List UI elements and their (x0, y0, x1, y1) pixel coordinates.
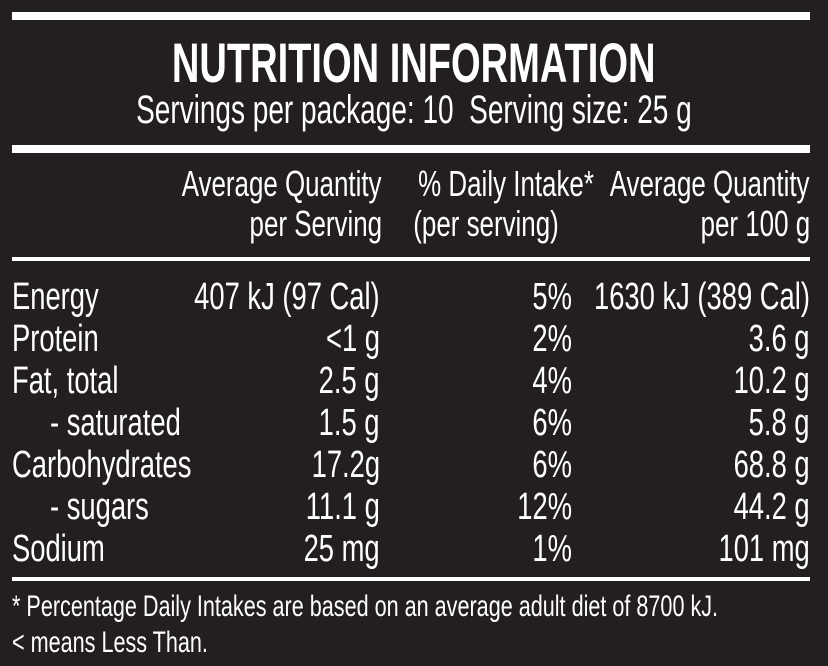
daily-intake-value: 1% (532, 528, 572, 570)
per-serving-value: 407 kJ (97 Cal) (194, 276, 380, 318)
daily-intake-value: 12% (517, 486, 572, 528)
daily-intake-value: 2% (532, 318, 572, 360)
per-100g-value: 3.6 g (749, 318, 810, 360)
panel-title: NUTRITION INFORMATION (172, 31, 656, 94)
daily-intake-value: 6% (532, 444, 572, 486)
footer-rule (12, 577, 810, 581)
per-serving-value: 2.5 g (319, 360, 380, 402)
top-rule (12, 12, 810, 20)
daily-intake-value: 5% (532, 276, 572, 318)
nutrient-name: - saturated (50, 402, 181, 444)
per-serving-value: 1.5 g (319, 402, 380, 444)
per-100g-value: 68.8 g (733, 444, 810, 486)
table-row: Protein <1 g 2% 3.6 g (12, 318, 810, 360)
column-header-per-100g: Average Quantity per 100 g (610, 163, 810, 244)
header-rule (12, 145, 810, 153)
nutrient-name: - sugars (50, 486, 149, 528)
nutrient-name: Protein (12, 318, 99, 360)
per-serving-value: 25 mg (303, 528, 380, 570)
per-100g-value: 10.2 g (733, 360, 810, 402)
per-100g-value: 1630 kJ (389 Cal) (594, 276, 810, 318)
per-100g-value: 101 mg (718, 528, 810, 570)
nutrient-name: Sodium (12, 528, 105, 570)
daily-intake-value: 4% (532, 360, 572, 402)
daily-intake-value: 6% (532, 402, 572, 444)
column-header-per-serving: Average Quantity per Serving (182, 163, 382, 244)
per-100g-value: 5.8 g (749, 402, 810, 444)
nutrient-name: Carbohydrates (12, 444, 192, 486)
per-100g-value: 44.2 g (733, 486, 810, 528)
column-header-daily-intake: % Daily Intake* (per serving) (413, 163, 594, 244)
less-than-footnote: < means Less Than. (12, 626, 208, 659)
table-row: - sugars 11.1 g 12% 44.2 g (12, 486, 810, 528)
daily-intake-footnote: * Percentage Daily Intakes are based on … (12, 590, 719, 623)
nutrient-name: Fat, total (12, 360, 119, 402)
per-serving-value: 11.1 g (305, 486, 380, 528)
table-row: - saturated 1.5 g 6% 5.8 g (12, 402, 810, 444)
per-serving-value: <1 g (325, 318, 380, 360)
column-header-rule (12, 257, 810, 261)
servings-info: Servings per package: 10 Serving size: 2… (136, 88, 692, 132)
table-row: Fat, total 2.5 g 4% 10.2 g (12, 360, 810, 402)
table-row: Sodium 25 mg 1% 101 mg (12, 528, 810, 570)
table-row: Energy 407 kJ (97 Cal) 5% 1630 kJ (389 C… (12, 276, 810, 318)
per-serving-value: 17.2g (311, 444, 380, 486)
nutrient-table: Energy 407 kJ (97 Cal) 5% 1630 kJ (389 C… (12, 276, 810, 570)
table-row: Carbohydrates 17.2g 6% 68.8 g (12, 444, 810, 486)
nutrient-name: Energy (12, 276, 99, 318)
